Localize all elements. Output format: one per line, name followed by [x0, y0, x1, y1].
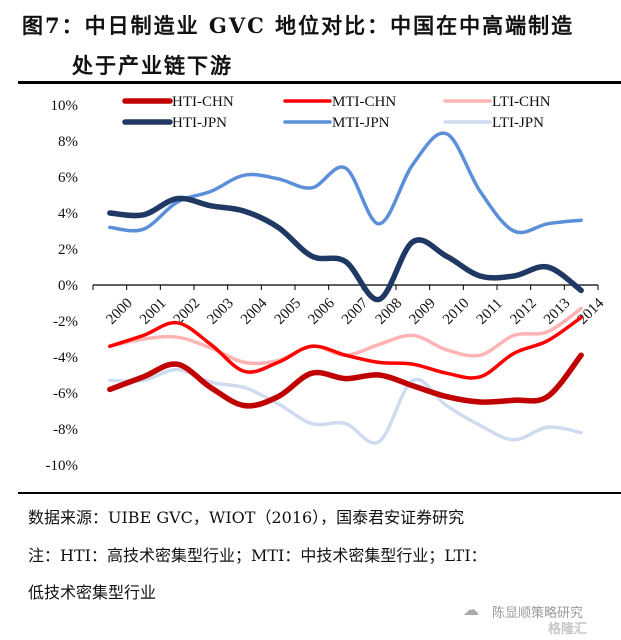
- x-tick-label: 2006: [305, 295, 338, 328]
- x-tick-label: 2000: [103, 295, 136, 328]
- wechat-icon: ☁: [463, 600, 479, 619]
- series-line-hti-chn: [107, 352, 584, 409]
- x-tick-label: 2013: [541, 295, 574, 328]
- series-line-mti-jpn: [108, 131, 583, 235]
- x-tick-label: 2001: [137, 295, 170, 328]
- x-tick-label: 2003: [204, 295, 237, 328]
- legend-label: LTI-CHN: [492, 94, 551, 110]
- legend-label: MTI-JPN: [332, 115, 390, 131]
- y-axis-labels: 10% 8% 6% 4% 2% 0% -2% -4% -6% -8% -10%: [46, 98, 79, 474]
- x-tick-label: 2011: [474, 296, 506, 328]
- y-tick-label: -2%: [53, 314, 78, 330]
- legend-label: MTI-CHN: [332, 94, 396, 110]
- legend-label: LTI-JPN: [492, 115, 544, 131]
- series-lines: [107, 131, 584, 445]
- y-tick-label: 10%: [51, 98, 79, 114]
- figure-title: 图7：中日制造业 GVC 地位对比：中国在中高端制造: [22, 13, 575, 38]
- x-tick-label: 2010: [440, 295, 473, 328]
- y-tick-label: 0%: [58, 278, 78, 294]
- watermark-text: 陈显顺策略研究: [492, 606, 584, 621]
- x-tick-label: 2007: [339, 295, 372, 328]
- y-tick-label: -6%: [53, 386, 78, 402]
- x-tick-label: 2004: [238, 295, 271, 328]
- line-chart: 10% 8% 6% 4% 2% 0% -2% -4% -6% -8% -10% 2000 2001 20…: [46, 94, 608, 474]
- y-tick-label: 8%: [58, 134, 78, 150]
- legend-label: HTI-JPN: [172, 115, 227, 131]
- x-tick-label: 2012: [507, 295, 540, 328]
- y-tick-label: 6%: [58, 170, 78, 186]
- x-tick-label: 2009: [406, 295, 439, 328]
- legend-label: HTI-CHN: [172, 94, 234, 110]
- x-tick-label: 2005: [272, 295, 305, 328]
- title-divider: [18, 81, 621, 84]
- series-line-hti-jpn: [107, 195, 584, 303]
- watermark-logo: 格隆汇: [548, 622, 588, 637]
- source-text: 数据来源：UIBE GVC，WIOT（2016），国泰君安证券研究: [28, 508, 465, 527]
- note-text-continued: 低技术密集型行业: [28, 583, 157, 602]
- legend: HTI-CHN MTI-CHN LTI-CHN HTI-JPN MTI-JPN LTI-J…: [122, 94, 551, 131]
- y-tick-label: -8%: [53, 422, 78, 438]
- figure-title-continued: 处于产业链下游: [72, 53, 233, 78]
- y-tick-label: -10%: [46, 458, 79, 474]
- note-text: 注：HTI：高技术密集型行业；MTI：中技术密集型行业；LTI：: [28, 546, 487, 565]
- y-tick-label: 2%: [58, 242, 78, 258]
- source-divider: [18, 492, 621, 494]
- y-tick-label: 4%: [58, 206, 78, 222]
- y-tick-label: -4%: [53, 350, 78, 366]
